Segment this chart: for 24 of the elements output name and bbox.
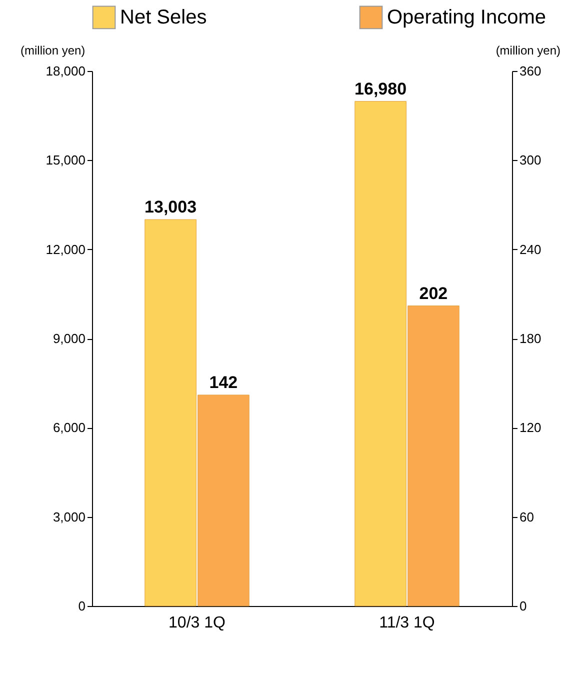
y2-tick-label: 240 bbox=[520, 242, 542, 257]
y2-tick-label: 60 bbox=[520, 509, 534, 524]
data-label: 142 bbox=[209, 372, 238, 392]
y-tick-label: 12,000 bbox=[46, 242, 86, 257]
y2-tick-label: 0 bbox=[520, 598, 527, 614]
y2-axis-title: (million yen) bbox=[496, 44, 560, 58]
y-axis-title: (million yen) bbox=[20, 44, 86, 58]
y2-tick-label: 180 bbox=[520, 331, 542, 346]
y-tick-label: 15,000 bbox=[46, 152, 86, 168]
y-tick-label: 18,000 bbox=[46, 64, 86, 78]
y2-tick-label: 360 bbox=[520, 64, 542, 78]
y2-tick-label: 300 bbox=[520, 152, 542, 168]
y-tick-label: 6,000 bbox=[52, 420, 86, 436]
legend-label: Net Seles bbox=[120, 6, 207, 28]
y-tick-label: 3,000 bbox=[52, 509, 86, 524]
y2-tick-label: 120 bbox=[520, 420, 542, 436]
data-label: 13,003 bbox=[144, 198, 197, 217]
x-tick-label: 11/3 1Q bbox=[379, 614, 435, 632]
y-tick-label: 9,000 bbox=[52, 331, 86, 346]
y-tick-label: 0 bbox=[78, 598, 86, 614]
legend-label: Operating Income bbox=[387, 6, 546, 28]
x-tick-label: 10/3 1Q bbox=[168, 614, 226, 632]
data-label: 16,980 bbox=[354, 79, 407, 98]
data-label: 202 bbox=[419, 284, 448, 303]
